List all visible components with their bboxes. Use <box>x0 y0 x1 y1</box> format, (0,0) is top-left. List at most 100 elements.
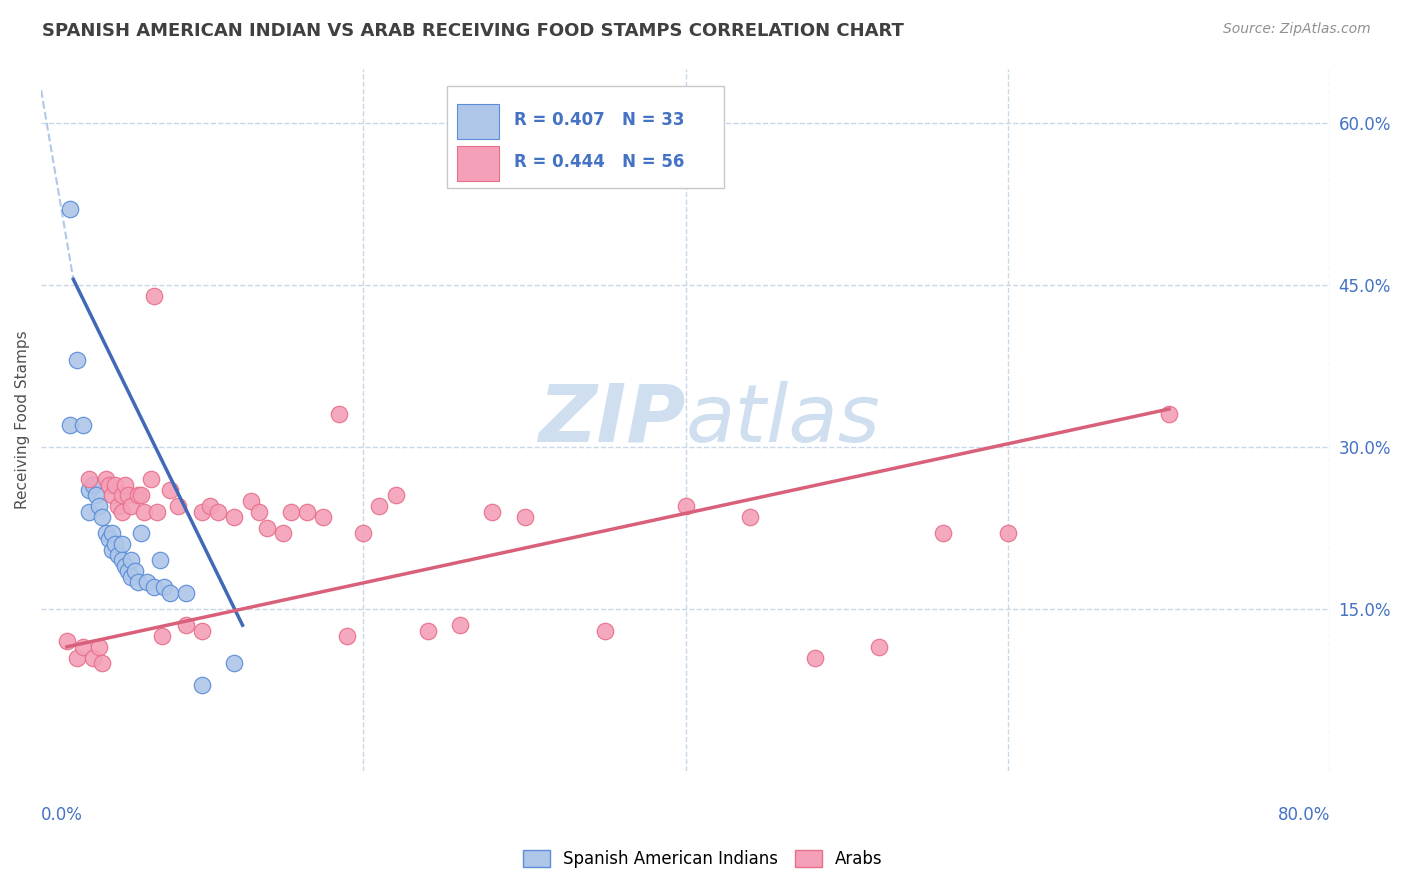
Point <box>146 505 169 519</box>
Point <box>328 408 350 422</box>
Point <box>174 618 197 632</box>
Point <box>120 500 142 514</box>
Point <box>91 656 114 670</box>
Text: ZIP: ZIP <box>538 381 686 458</box>
Point <box>142 580 165 594</box>
Point <box>82 650 104 665</box>
Point <box>97 477 120 491</box>
Point <box>271 526 294 541</box>
Point <box>127 574 149 589</box>
Point <box>352 526 374 541</box>
Point <box>167 500 190 514</box>
Point <box>136 574 159 589</box>
Point <box>79 505 101 519</box>
Point <box>72 418 94 433</box>
Point <box>79 483 101 497</box>
Point <box>82 477 104 491</box>
Point <box>59 202 82 216</box>
Point <box>124 564 146 578</box>
Point <box>593 624 616 638</box>
Point <box>79 472 101 486</box>
Point <box>72 640 94 654</box>
Point <box>224 656 246 670</box>
Point <box>120 553 142 567</box>
Text: Source: ZipAtlas.com: Source: ZipAtlas.com <box>1223 22 1371 37</box>
Point <box>803 650 825 665</box>
Point <box>247 505 270 519</box>
Point <box>111 488 134 502</box>
Point <box>513 510 536 524</box>
Point <box>59 418 82 433</box>
Point <box>111 505 134 519</box>
Point <box>384 488 406 502</box>
Point <box>87 500 110 514</box>
Point <box>738 510 761 524</box>
Point <box>114 558 136 573</box>
Point <box>416 624 439 638</box>
Point <box>107 548 129 562</box>
Point <box>159 586 181 600</box>
Point <box>280 505 302 519</box>
Point <box>104 477 127 491</box>
Point <box>368 500 391 514</box>
Point <box>191 678 214 692</box>
Point <box>312 510 335 524</box>
Point <box>295 505 318 519</box>
Legend: Spanish American Indians, Arabs: Spanish American Indians, Arabs <box>516 843 890 875</box>
Point <box>149 553 172 567</box>
Point <box>997 526 1019 541</box>
Point <box>101 542 124 557</box>
FancyBboxPatch shape <box>457 103 499 139</box>
Point <box>239 494 262 508</box>
Point <box>111 553 134 567</box>
FancyBboxPatch shape <box>457 145 499 181</box>
Text: 0.0%: 0.0% <box>41 806 83 824</box>
Point <box>94 526 117 541</box>
Point <box>481 505 503 519</box>
Point <box>97 532 120 546</box>
Point <box>117 564 139 578</box>
Point <box>117 488 139 502</box>
Point <box>207 505 229 519</box>
Point <box>129 488 152 502</box>
Point <box>256 521 278 535</box>
Text: SPANISH AMERICAN INDIAN VS ARAB RECEIVING FOOD STAMPS CORRELATION CHART: SPANISH AMERICAN INDIAN VS ARAB RECEIVIN… <box>42 22 904 40</box>
Point <box>152 580 174 594</box>
Point <box>200 500 222 514</box>
Point <box>56 634 79 648</box>
Point <box>114 477 136 491</box>
Text: R = 0.444   N = 56: R = 0.444 N = 56 <box>515 153 685 171</box>
Point <box>139 472 162 486</box>
Point <box>65 353 87 368</box>
Point <box>675 500 697 514</box>
Point <box>111 537 134 551</box>
Point <box>104 537 127 551</box>
Point <box>1157 408 1180 422</box>
Point <box>224 510 246 524</box>
Point <box>127 488 149 502</box>
Point <box>174 586 197 600</box>
Text: atlas: atlas <box>686 381 880 458</box>
Point <box>150 629 173 643</box>
Point <box>134 505 156 519</box>
Text: 80.0%: 80.0% <box>1278 806 1330 824</box>
Point <box>101 488 124 502</box>
Point <box>91 510 114 524</box>
Point <box>191 505 214 519</box>
Point <box>336 629 359 643</box>
Point <box>129 526 152 541</box>
Point <box>191 624 214 638</box>
Point <box>87 640 110 654</box>
FancyBboxPatch shape <box>447 87 724 188</box>
Y-axis label: Receiving Food Stamps: Receiving Food Stamps <box>15 331 30 509</box>
Point <box>142 288 165 302</box>
Point <box>107 500 129 514</box>
Point <box>101 526 124 541</box>
Text: R = 0.407   N = 33: R = 0.407 N = 33 <box>515 111 685 128</box>
Point <box>868 640 890 654</box>
Point <box>84 488 107 502</box>
Point <box>449 618 471 632</box>
Point <box>65 650 87 665</box>
Point <box>159 483 181 497</box>
Point <box>932 526 955 541</box>
